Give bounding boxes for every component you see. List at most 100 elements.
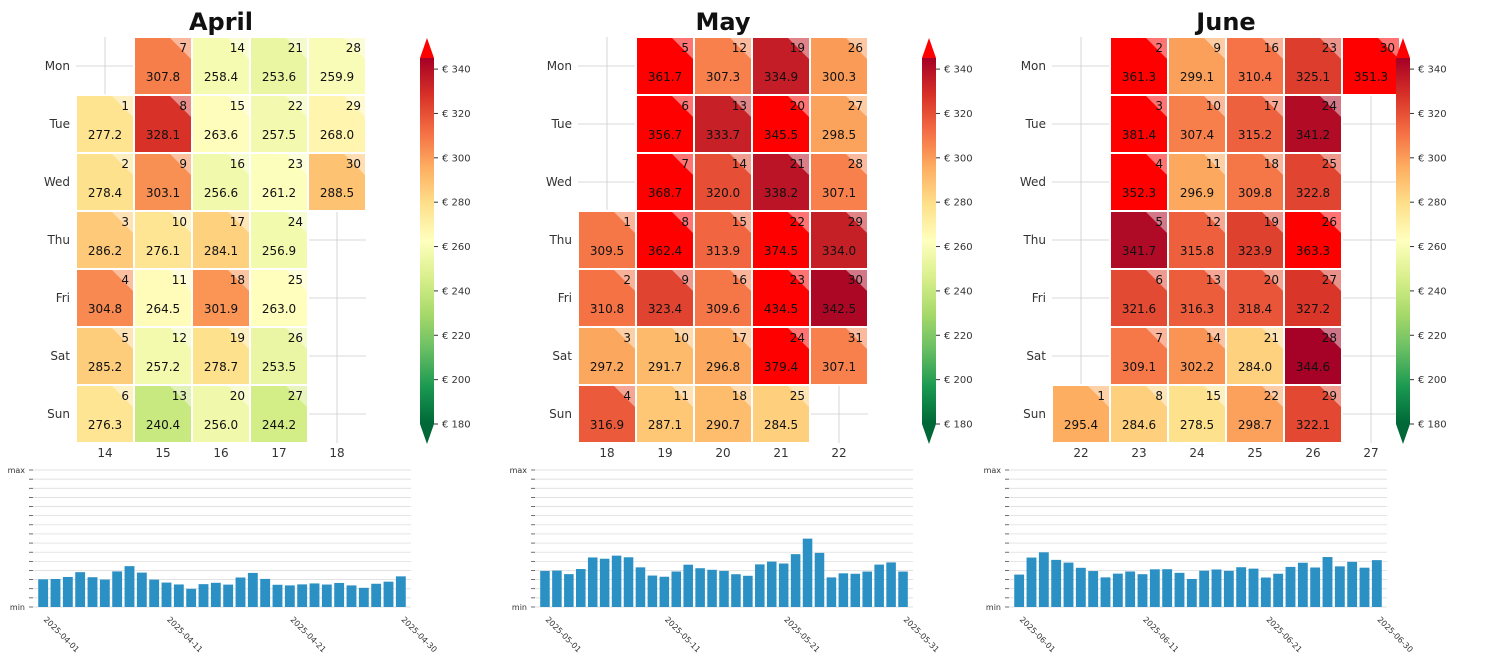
day-cell-corner (788, 328, 809, 349)
day-value: 310.8 (590, 302, 624, 316)
day-number: 1 (121, 99, 129, 113)
day-cell: 2 278.4 (75, 152, 135, 212)
day-value: 284.1 (204, 244, 238, 258)
day-value: 307.4 (1180, 128, 1214, 142)
day-cell: 16 256.6 (191, 152, 251, 212)
day-number: 13 (172, 389, 187, 403)
day-number: 12 (732, 41, 747, 55)
day-value: 278.5 (1180, 418, 1214, 432)
daily-bar (850, 573, 861, 607)
daily-bar (1285, 566, 1296, 607)
day-cell-corner (730, 212, 751, 233)
day-cell: 12 315.8 (1167, 210, 1227, 270)
day-number: 15 (1206, 389, 1221, 403)
day-cell: 16 310.4 (1225, 36, 1285, 96)
week-number-label: 17 (271, 446, 286, 460)
day-cell-corner (1262, 38, 1283, 59)
daily-bar (161, 582, 172, 607)
day-cell-corner (112, 96, 133, 117)
day-cell-corner (672, 38, 693, 59)
day-cell: 22 298.7 (1225, 384, 1285, 444)
weekday-label: Sun (1023, 407, 1046, 421)
colorbar-under-arrow (922, 424, 936, 444)
day-cell-corner (672, 212, 693, 233)
daily-bar (635, 567, 646, 607)
weekday-label: Sun (47, 407, 70, 421)
daily-bar (149, 579, 160, 607)
week-number-label: 18 (599, 446, 614, 460)
week-number-label: 15 (155, 446, 170, 460)
day-number: 31 (848, 331, 863, 345)
day-value: 361.7 (648, 70, 682, 84)
day-number: 23 (1322, 41, 1337, 55)
day-cell-corner (614, 386, 635, 407)
day-value: 333.7 (706, 128, 740, 142)
daily-bar (719, 570, 729, 607)
day-number: 7 (681, 157, 689, 171)
daily-bar (647, 575, 658, 607)
day-number: 29 (346, 99, 361, 113)
day-cell-corner (228, 328, 249, 349)
day-cell-fill (577, 326, 637, 386)
day-cell-corner (1204, 154, 1225, 175)
daily-bar (1371, 560, 1382, 607)
day-number: 14 (230, 41, 245, 55)
day-number: 4 (623, 389, 631, 403)
day-value: 284.5 (764, 418, 798, 432)
day-cell-corner (228, 386, 249, 407)
day-number: 8 (179, 99, 187, 113)
colorbar-tick-label: € 220 (1418, 331, 1447, 342)
day-value: 263.0 (262, 302, 296, 316)
weekday-label: Thu (1022, 233, 1046, 247)
day-cell-corner (344, 38, 365, 59)
colorbar-tick-label: € 320 (944, 109, 973, 120)
day-number: 25 (790, 389, 805, 403)
colorbar-tick-label: € 240 (944, 286, 973, 297)
day-cell-corner (1146, 328, 1167, 349)
day-cell: 1 309.5 (577, 210, 637, 270)
day-number: 11 (674, 389, 689, 403)
day-cell: 14 258.4 (191, 36, 251, 96)
day-cell: 29 322.1 (1283, 384, 1343, 444)
colorbar-over-arrow (420, 38, 434, 58)
day-number: 24 (1322, 99, 1337, 113)
week-number-label: 19 (657, 446, 672, 460)
day-cell: 10 291.7 (635, 326, 695, 386)
daily-bar (383, 581, 394, 607)
colorbar-tick-label: € 200 (442, 375, 471, 386)
day-cell: 30 288.5 (307, 152, 367, 212)
day-number: 10 (1206, 99, 1221, 113)
day-cell-corner (286, 154, 307, 175)
day-cell-corner (730, 328, 751, 349)
weekday-label: Tue (1025, 117, 1047, 131)
daily-bar (802, 538, 813, 607)
day-cell-corner (1320, 212, 1341, 233)
day-number: 27 (848, 99, 863, 113)
day-cell: 27 244.2 (249, 384, 309, 444)
day-number: 11 (1206, 157, 1221, 171)
day-cell: 10 276.1 (133, 210, 193, 270)
day-value: 256.9 (262, 244, 296, 258)
day-number: 6 (681, 99, 689, 113)
daily-bar (766, 561, 777, 607)
day-cell-corner (1204, 38, 1225, 59)
date-tick-label: 2025-05-31 (902, 615, 941, 654)
day-number: 9 (1213, 41, 1221, 55)
day-value: 323.9 (1238, 244, 1272, 258)
day-number: 19 (1264, 215, 1279, 229)
day-cell: 13 316.3 (1167, 268, 1227, 328)
daily-bar (826, 577, 837, 607)
colorbar-under-arrow (1396, 424, 1410, 444)
day-cell: 11 287.1 (635, 384, 695, 444)
day-value: 301.9 (204, 302, 238, 316)
day-cell: 11 264.5 (133, 268, 193, 328)
day-number: 3 (121, 215, 129, 229)
daily-bar (309, 583, 320, 607)
day-value: 361.3 (1122, 70, 1156, 84)
day-cell-corner (112, 270, 133, 291)
day-value: 253.6 (262, 70, 296, 84)
day-cell-corner (170, 38, 191, 59)
day-number: 16 (1264, 41, 1279, 55)
day-number: 24 (790, 331, 805, 345)
